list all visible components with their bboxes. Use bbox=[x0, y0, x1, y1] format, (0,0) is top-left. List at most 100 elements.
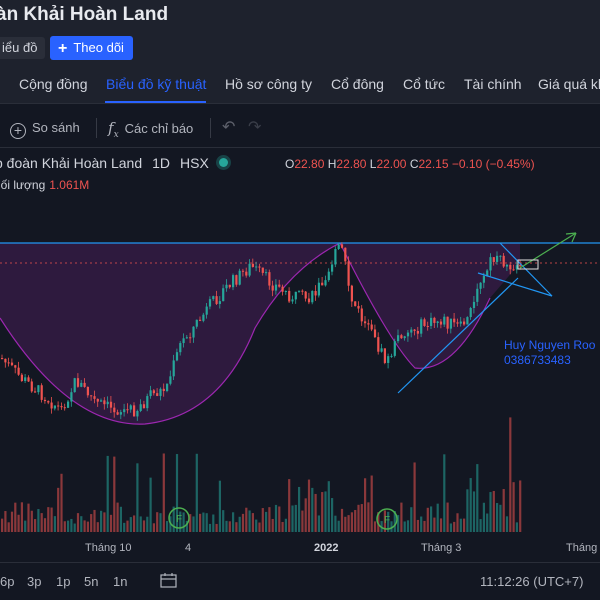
event-marker-label: F bbox=[176, 514, 182, 525]
candle-body bbox=[443, 316, 446, 325]
candle-body bbox=[347, 261, 350, 286]
candle-body bbox=[261, 267, 264, 273]
volume-bar bbox=[265, 511, 268, 532]
volume-bar bbox=[50, 507, 53, 532]
volume-bar bbox=[307, 479, 311, 532]
ascending-trendline[interactable] bbox=[397, 277, 519, 394]
event-marker-f[interactable] bbox=[168, 507, 190, 529]
volume-bar bbox=[373, 521, 377, 532]
volume-bar bbox=[222, 510, 225, 532]
candle-body bbox=[222, 288, 225, 302]
candle-body bbox=[466, 317, 469, 325]
volume-bar bbox=[334, 515, 337, 532]
compare-button[interactable]: + So sánh bbox=[10, 108, 80, 148]
volume-bar bbox=[278, 506, 281, 532]
tab-price-history[interactable]: Giá quá khứ bbox=[538, 76, 600, 92]
candle-body bbox=[166, 383, 169, 392]
volume-bar bbox=[284, 518, 287, 532]
candle-body bbox=[281, 286, 284, 292]
volume-bar bbox=[205, 513, 208, 532]
tab-financials[interactable]: Tài chính bbox=[464, 76, 522, 92]
volume-bar bbox=[258, 522, 261, 532]
candle-body bbox=[96, 398, 99, 402]
market-status-icon bbox=[218, 158, 228, 167]
candle-body bbox=[218, 301, 221, 304]
volume-bar bbox=[426, 507, 429, 532]
volume-value: 1.061M bbox=[49, 178, 90, 192]
candle-body bbox=[354, 301, 357, 306]
tab-community[interactable]: Cộng đồng bbox=[19, 76, 88, 92]
volume-bar bbox=[142, 520, 146, 532]
tab-company-profile[interactable]: Hồ sơ công ty bbox=[225, 76, 312, 92]
candle-body bbox=[327, 271, 330, 281]
candle-body bbox=[298, 290, 301, 292]
price-chart[interactable]: F F bbox=[0, 148, 600, 538]
candle-body bbox=[416, 330, 419, 334]
chart-button[interactable]: iểu đồ bbox=[0, 37, 46, 59]
volume-bar bbox=[344, 516, 347, 532]
volume-bar bbox=[37, 509, 40, 532]
candle-body bbox=[195, 319, 198, 327]
handle-box[interactable] bbox=[517, 259, 539, 270]
range-1d[interactable]: 1n bbox=[113, 574, 128, 589]
xaxis-tick: Tháng bbox=[566, 542, 598, 554]
indicators-button[interactable]: fx Các chỉ báo bbox=[108, 108, 193, 148]
high-value: 22.80 bbox=[336, 157, 367, 171]
candle-body bbox=[311, 290, 314, 303]
tab-technical-chart[interactable]: Biểu đồ kỹ thuật bbox=[106, 76, 207, 92]
volume-bar bbox=[10, 511, 14, 532]
volume-bar bbox=[133, 515, 136, 532]
candle-body bbox=[152, 390, 155, 394]
breakout-arrow[interactable] bbox=[519, 232, 577, 269]
volume-bar bbox=[443, 454, 446, 532]
candle-body bbox=[17, 367, 20, 375]
event-marker-f[interactable] bbox=[376, 508, 398, 530]
candle-body bbox=[235, 275, 238, 285]
range-1m[interactable]: 1p bbox=[56, 574, 71, 589]
candle-body bbox=[331, 264, 334, 272]
volume-bar bbox=[298, 486, 301, 532]
candle-body bbox=[34, 391, 37, 393]
candle-body bbox=[397, 335, 400, 342]
follow-button[interactable]: + Theo dõi bbox=[50, 36, 133, 60]
volume-bar bbox=[14, 502, 17, 532]
redo-icon[interactable]: ↷ bbox=[248, 119, 262, 136]
undo-icon[interactable]: ↶ bbox=[222, 119, 236, 136]
volume-bar bbox=[331, 498, 334, 532]
volume-bar bbox=[241, 513, 245, 532]
interval-label[interactable]: 1D bbox=[152, 155, 171, 171]
range-6m[interactable]: 6p bbox=[0, 574, 15, 589]
candle-body bbox=[30, 381, 33, 392]
candle-body bbox=[67, 401, 70, 408]
candle-body bbox=[499, 255, 502, 257]
time-axis[interactable]: Tháng 10 4 2022 Tháng 3 Tháng bbox=[0, 538, 600, 558]
candle-body bbox=[136, 410, 139, 417]
volume-bar bbox=[166, 521, 169, 532]
volume-bar bbox=[126, 520, 129, 532]
volume-bar bbox=[172, 506, 175, 532]
candle-body bbox=[410, 329, 413, 333]
ohlc-values: O22.80 H22.80 L22.00 C22.15 −0.10 (−0.45… bbox=[285, 157, 535, 171]
tab-dividends[interactable]: Cổ tức bbox=[403, 76, 446, 92]
volume-bar bbox=[27, 503, 30, 532]
tab-shareholders[interactable]: Cổ đông bbox=[331, 76, 384, 92]
range-5d[interactable]: 5n bbox=[84, 574, 99, 589]
volume-bar bbox=[109, 514, 113, 532]
candle-body bbox=[175, 352, 179, 361]
date-range-icon[interactable] bbox=[160, 573, 178, 589]
volume-bar bbox=[235, 522, 238, 532]
volume-bar bbox=[324, 491, 327, 532]
range-3m[interactable]: 3p bbox=[27, 574, 42, 589]
candle-body bbox=[116, 412, 119, 415]
volume-bar bbox=[248, 510, 251, 532]
exchange-label: HSX bbox=[180, 155, 209, 171]
indicators-label: Các chỉ báo bbox=[124, 121, 194, 136]
volume-bar bbox=[393, 510, 396, 532]
volume-bar bbox=[215, 523, 218, 532]
candle-body bbox=[512, 269, 515, 271]
candle-body bbox=[258, 266, 261, 268]
volume-bar bbox=[113, 456, 116, 532]
volume-bar bbox=[370, 475, 373, 532]
volume-bar bbox=[7, 522, 10, 532]
triangle-lower[interactable] bbox=[477, 272, 553, 297]
